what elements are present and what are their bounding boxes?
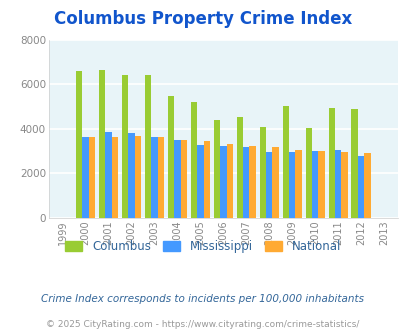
Bar [203, 141, 209, 218]
Text: Columbus Property Crime Index: Columbus Property Crime Index [54, 10, 351, 28]
Bar [220, 146, 226, 218]
Bar [180, 140, 187, 218]
Bar [167, 96, 174, 218]
Bar [363, 153, 370, 218]
Bar [341, 152, 347, 218]
Bar [249, 146, 255, 218]
Bar [196, 145, 203, 218]
Bar [144, 75, 151, 218]
Text: Crime Index corresponds to incidents per 100,000 inhabitants: Crime Index corresponds to incidents per… [41, 294, 364, 304]
Bar [311, 151, 318, 218]
Bar [111, 137, 118, 218]
Bar [128, 133, 134, 218]
Bar [134, 137, 141, 218]
Bar [105, 132, 111, 218]
Bar [295, 150, 301, 218]
Bar [151, 137, 157, 218]
Bar [334, 150, 341, 218]
Bar [82, 137, 88, 218]
Bar [288, 152, 295, 218]
Bar [157, 137, 164, 218]
Bar [328, 108, 334, 218]
Bar [259, 127, 265, 218]
Bar [272, 148, 278, 218]
Bar [76, 71, 82, 218]
Text: © 2025 CityRating.com - https://www.cityrating.com/crime-statistics/: © 2025 CityRating.com - https://www.city… [46, 320, 359, 329]
Bar [236, 117, 243, 218]
Bar [190, 102, 197, 218]
Legend: Columbus, Mississippi, National: Columbus, Mississippi, National [60, 236, 345, 258]
Bar [282, 106, 288, 218]
Bar [351, 109, 357, 218]
Bar [265, 152, 272, 218]
Bar [226, 144, 232, 218]
Bar [122, 75, 128, 218]
Bar [357, 156, 363, 218]
Bar [88, 137, 95, 218]
Bar [213, 120, 220, 218]
Bar [318, 151, 324, 218]
Bar [243, 147, 249, 218]
Bar [305, 128, 311, 218]
Bar [174, 140, 180, 218]
Bar [98, 70, 105, 218]
